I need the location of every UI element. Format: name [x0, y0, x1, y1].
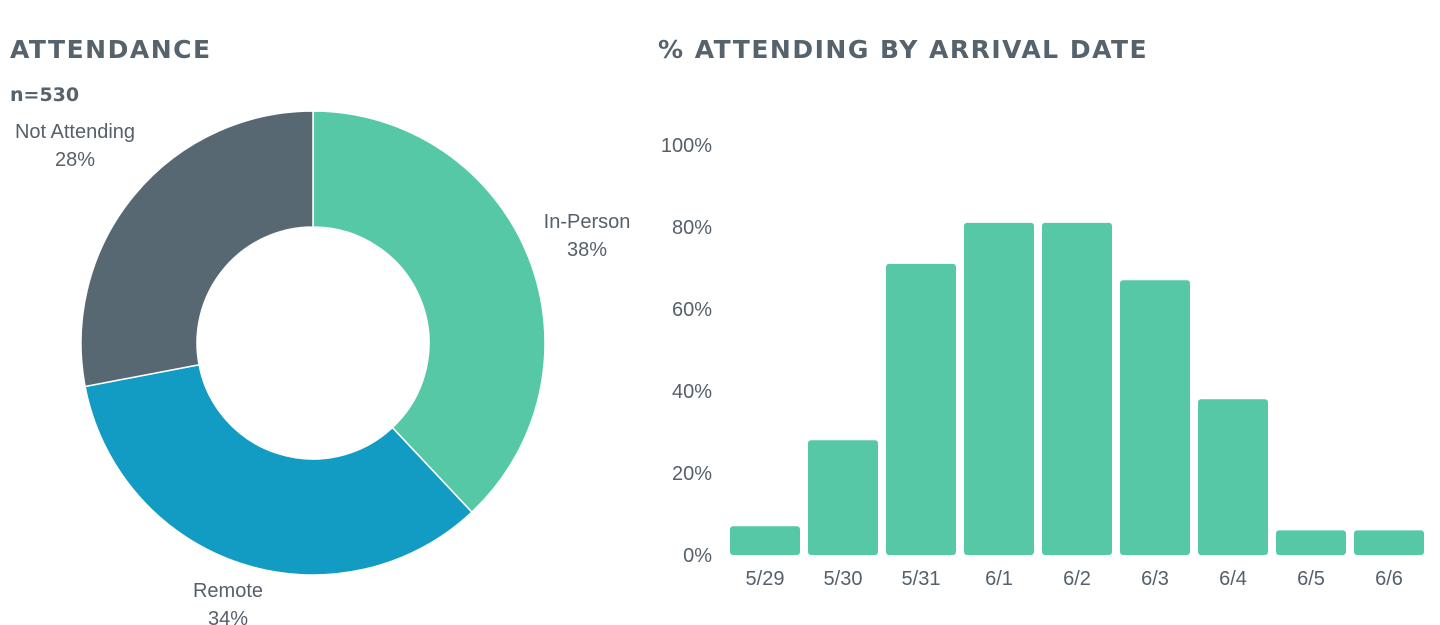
bar-6-6 — [1354, 530, 1424, 555]
sample-size-label: n=530 — [10, 84, 80, 106]
slice-name-not-attending: Not Attending — [15, 121, 135, 143]
slice-name-in-person: In-Person — [544, 211, 631, 233]
x-tick-label: 6/3 — [1141, 568, 1169, 590]
x-tick-label: 6/6 — [1375, 568, 1403, 590]
bar-6-3 — [1120, 280, 1190, 555]
x-tick-label: 5/29 — [746, 568, 785, 590]
bar-6-1 — [964, 222, 1034, 555]
bar-5-31 — [886, 263, 956, 555]
x-tick-label: 5/31 — [902, 568, 941, 590]
attendance-donut-chart: In-Person 38% Remote 34% Not Attending 28% — [15, 110, 631, 625]
x-tick-label: 6/5 — [1297, 568, 1325, 590]
bar-6-2 — [1042, 222, 1112, 555]
y-tick-label: 80% — [672, 217, 712, 239]
bar-5-30 — [808, 440, 878, 555]
bar-5-29 — [730, 526, 800, 555]
arrival-chart-title: % ATTENDING BY ARRIVAL DATE — [658, 35, 1149, 64]
y-tick-label: 60% — [672, 299, 712, 321]
x-tick-label: 6/4 — [1219, 568, 1247, 590]
y-tick-label: 0% — [683, 545, 712, 567]
attendance-chart-title: ATTENDANCE — [10, 35, 212, 64]
slice-name-remote: Remote — [193, 580, 263, 602]
y-tick-label: 100% — [661, 135, 712, 157]
donut-slice-not-attending — [80, 110, 314, 388]
bar-6-5 — [1276, 530, 1346, 555]
slice-value-not-attending: 28% — [55, 149, 95, 171]
donut-slice-in-person — [312, 110, 546, 514]
x-tick-label: 6/1 — [985, 568, 1013, 590]
y-tick-label: 40% — [672, 381, 712, 403]
slice-value-in-person: 38% — [567, 239, 607, 261]
x-tick-label: 5/30 — [824, 568, 863, 590]
y-tick-label: 20% — [672, 463, 712, 485]
donut-slice-remote — [84, 363, 473, 576]
x-tick-label: 6/2 — [1063, 568, 1091, 590]
slice-value-remote: 34% — [208, 608, 248, 625]
bar-6-4 — [1198, 399, 1268, 555]
